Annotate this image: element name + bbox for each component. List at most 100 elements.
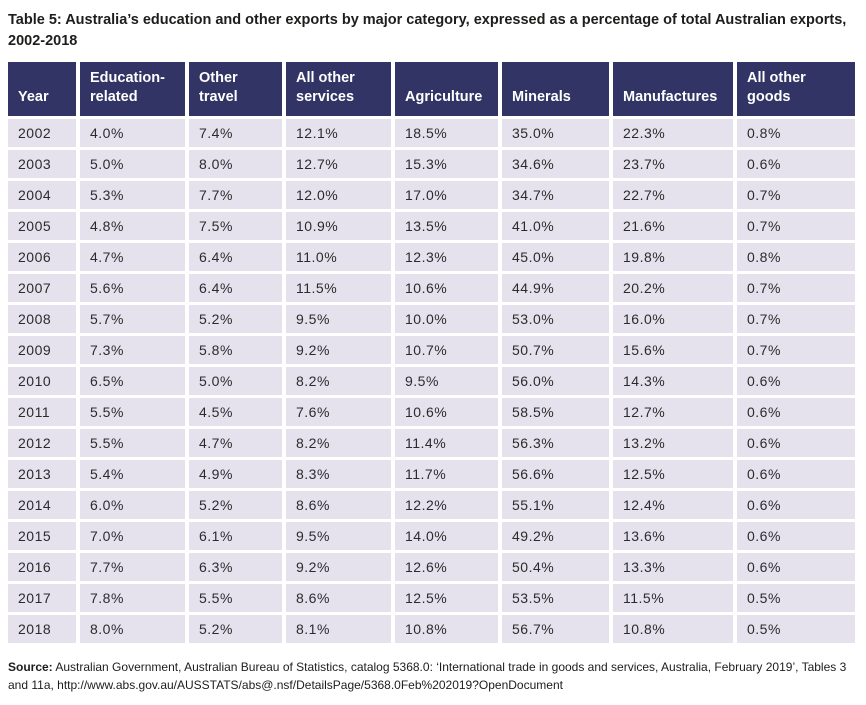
table-row: 2008 5.7% 5.2% 9.5% 10.0% 53.0% 16.0% 0.7% xyxy=(8,305,855,337)
value-cell: 16.0% xyxy=(613,305,737,337)
value-cell: 7.3% xyxy=(80,336,189,368)
value-cell: 10.6% xyxy=(395,274,502,306)
value-cell: 0.6% xyxy=(737,150,855,182)
value-cell: 50.4% xyxy=(502,553,613,585)
value-cell: 5.8% xyxy=(189,336,286,368)
value-cell: 4.5% xyxy=(189,398,286,430)
year-cell: 2007 xyxy=(8,274,80,306)
value-cell: 0.6% xyxy=(737,398,855,430)
value-cell: 0.7% xyxy=(737,336,855,368)
value-cell: 56.6% xyxy=(502,460,613,492)
value-cell: 21.6% xyxy=(613,212,737,244)
value-cell: 5.2% xyxy=(189,491,286,523)
value-cell: 0.5% xyxy=(737,615,855,647)
year-cell: 2014 xyxy=(8,491,80,523)
value-cell: 0.6% xyxy=(737,460,855,492)
value-cell: 12.5% xyxy=(395,584,502,616)
value-cell: 8.6% xyxy=(286,584,395,616)
value-cell: 5.6% xyxy=(80,274,189,306)
value-cell: 7.4% xyxy=(189,119,286,151)
value-cell: 5.3% xyxy=(80,181,189,213)
value-cell: 7.6% xyxy=(286,398,395,430)
year-cell: 2013 xyxy=(8,460,80,492)
value-cell: 56.0% xyxy=(502,367,613,399)
value-cell: 9.5% xyxy=(395,367,502,399)
year-cell: 2003 xyxy=(8,150,80,182)
year-cell: 2012 xyxy=(8,429,80,461)
value-cell: 14.3% xyxy=(613,367,737,399)
column-header-education-related: Education-related xyxy=(80,62,189,120)
value-cell: 9.2% xyxy=(286,336,395,368)
column-header-all-other-services: All other services xyxy=(286,62,395,120)
value-cell: 0.8% xyxy=(737,119,855,151)
value-cell: 8.0% xyxy=(80,615,189,647)
value-cell: 10.8% xyxy=(395,615,502,647)
value-cell: 10.7% xyxy=(395,336,502,368)
value-cell: 22.3% xyxy=(613,119,737,151)
value-cell: 41.0% xyxy=(502,212,613,244)
value-cell: 0.7% xyxy=(737,274,855,306)
value-cell: 10.9% xyxy=(286,212,395,244)
value-cell: 7.7% xyxy=(80,553,189,585)
value-cell: 13.2% xyxy=(613,429,737,461)
value-cell: 45.0% xyxy=(502,243,613,275)
value-cell: 0.6% xyxy=(737,491,855,523)
year-cell: 2015 xyxy=(8,522,80,554)
value-cell: 10.0% xyxy=(395,305,502,337)
value-cell: 19.8% xyxy=(613,243,737,275)
value-cell: 0.6% xyxy=(737,553,855,585)
value-cell: 5.5% xyxy=(80,429,189,461)
value-cell: 0.7% xyxy=(737,181,855,213)
column-header-all-other-goods: All other goods xyxy=(737,62,855,120)
value-cell: 49.2% xyxy=(502,522,613,554)
value-cell: 12.3% xyxy=(395,243,502,275)
table-row: 2006 4.7% 6.4% 11.0% 12.3% 45.0% 19.8% 0.8% xyxy=(8,243,855,275)
value-cell: 5.5% xyxy=(80,398,189,430)
year-cell: 2010 xyxy=(8,367,80,399)
value-cell: 12.0% xyxy=(286,181,395,213)
value-cell: 5.4% xyxy=(80,460,189,492)
value-cell: 7.0% xyxy=(80,522,189,554)
value-cell: 58.5% xyxy=(502,398,613,430)
value-cell: 13.6% xyxy=(613,522,737,554)
value-cell: 56.3% xyxy=(502,429,613,461)
value-cell: 13.5% xyxy=(395,212,502,244)
value-cell: 6.1% xyxy=(189,522,286,554)
year-cell: 2018 xyxy=(8,615,80,647)
value-cell: 35.0% xyxy=(502,119,613,151)
value-cell: 14.0% xyxy=(395,522,502,554)
value-cell: 5.0% xyxy=(80,150,189,182)
value-cell: 15.6% xyxy=(613,336,737,368)
year-cell: 2002 xyxy=(8,119,80,151)
value-cell: 8.2% xyxy=(286,367,395,399)
year-cell: 2005 xyxy=(8,212,80,244)
table-row: 2011 5.5% 4.5% 7.6% 10.6% 58.5% 12.7% 0.6% xyxy=(8,398,855,430)
value-cell: 8.1% xyxy=(286,615,395,647)
value-cell: 9.5% xyxy=(286,305,395,337)
value-cell: 22.7% xyxy=(613,181,737,213)
value-cell: 5.5% xyxy=(189,584,286,616)
column-header-minerals: Minerals xyxy=(502,62,613,120)
value-cell: 12.5% xyxy=(613,460,737,492)
value-cell: 0.5% xyxy=(737,584,855,616)
value-cell: 7.8% xyxy=(80,584,189,616)
data-table: Year Education-related Other travel All … xyxy=(8,62,855,647)
table-row: 2002 4.0% 7.4% 12.1% 18.5% 35.0% 22.3% 0.8% xyxy=(8,119,855,151)
table-body: 2002 4.0% 7.4% 12.1% 18.5% 35.0% 22.3% 0.8% 2003… xyxy=(8,119,855,647)
value-cell: 4.7% xyxy=(80,243,189,275)
value-cell: 0.8% xyxy=(737,243,855,275)
table-row: 2015 7.0% 6.1% 9.5% 14.0% 49.2% 13.6% 0.6% xyxy=(8,522,855,554)
value-cell: 9.2% xyxy=(286,553,395,585)
year-cell: 2016 xyxy=(8,553,80,585)
column-header-other-travel: Other travel xyxy=(189,62,286,120)
column-header-agriculture: Agriculture xyxy=(395,62,502,120)
value-cell: 5.7% xyxy=(80,305,189,337)
value-cell: 6.3% xyxy=(189,553,286,585)
value-cell: 7.7% xyxy=(189,181,286,213)
value-cell: 34.6% xyxy=(502,150,613,182)
value-cell: 6.0% xyxy=(80,491,189,523)
value-cell: 12.7% xyxy=(286,150,395,182)
value-cell: 53.5% xyxy=(502,584,613,616)
source-text: Australian Government, Australian Bureau… xyxy=(8,660,847,693)
